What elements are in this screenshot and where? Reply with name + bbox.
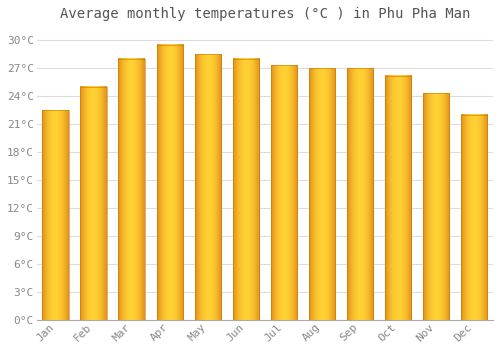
- Bar: [156, 45, 183, 320]
- Bar: [194, 54, 221, 320]
- Bar: [308, 68, 335, 320]
- Bar: [384, 76, 411, 320]
- Bar: [42, 110, 69, 320]
- Bar: [80, 87, 107, 320]
- Bar: [270, 65, 297, 320]
- Bar: [232, 59, 259, 320]
- Bar: [460, 115, 487, 320]
- Title: Average monthly temperatures (°C ) in Phu Pha Man: Average monthly temperatures (°C ) in Ph…: [60, 7, 470, 21]
- Bar: [118, 59, 145, 320]
- Bar: [346, 68, 374, 320]
- Bar: [422, 93, 450, 320]
